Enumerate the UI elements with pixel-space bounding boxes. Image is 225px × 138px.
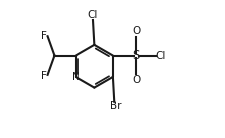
Text: O: O <box>132 26 140 36</box>
Text: F: F <box>41 30 47 41</box>
Text: Br: Br <box>109 101 121 111</box>
Text: N: N <box>72 72 79 82</box>
Text: Cl: Cl <box>155 51 165 61</box>
Text: S: S <box>132 49 140 62</box>
Text: O: O <box>132 75 140 85</box>
Text: F: F <box>41 71 47 81</box>
Text: Cl: Cl <box>88 10 98 20</box>
